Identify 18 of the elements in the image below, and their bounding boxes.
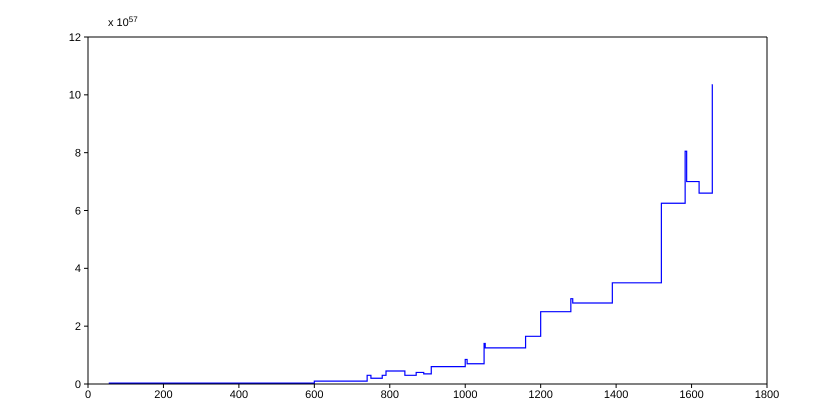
x-tick-label: 800 bbox=[380, 388, 399, 401]
x-tick-label: 400 bbox=[230, 388, 248, 401]
x-tick-label: 200 bbox=[154, 388, 173, 401]
x-tick-label: 1400 bbox=[604, 388, 628, 401]
x-tick-label: 1800 bbox=[754, 388, 780, 401]
y-tick-label: 4 bbox=[74, 263, 81, 276]
text: x 10$^{57}$ bbox=[108, 14, 138, 29]
x-tick-label: 1600 bbox=[679, 388, 704, 401]
y-tick-label: 2 bbox=[74, 321, 81, 334]
y-tick-label: 12 bbox=[68, 32, 81, 44]
y-tick-label: 0 bbox=[74, 378, 81, 391]
x-tick-label: 1000 bbox=[452, 388, 478, 401]
y-tick-label: 6 bbox=[74, 205, 81, 218]
y-tick-label: 8 bbox=[74, 148, 81, 160]
x-tick-label: 600 bbox=[305, 388, 324, 401]
x-tick-label: 0 bbox=[84, 388, 92, 401]
x-tick-label: 1200 bbox=[528, 388, 553, 401]
y-tick-label: 10 bbox=[68, 90, 81, 102]
